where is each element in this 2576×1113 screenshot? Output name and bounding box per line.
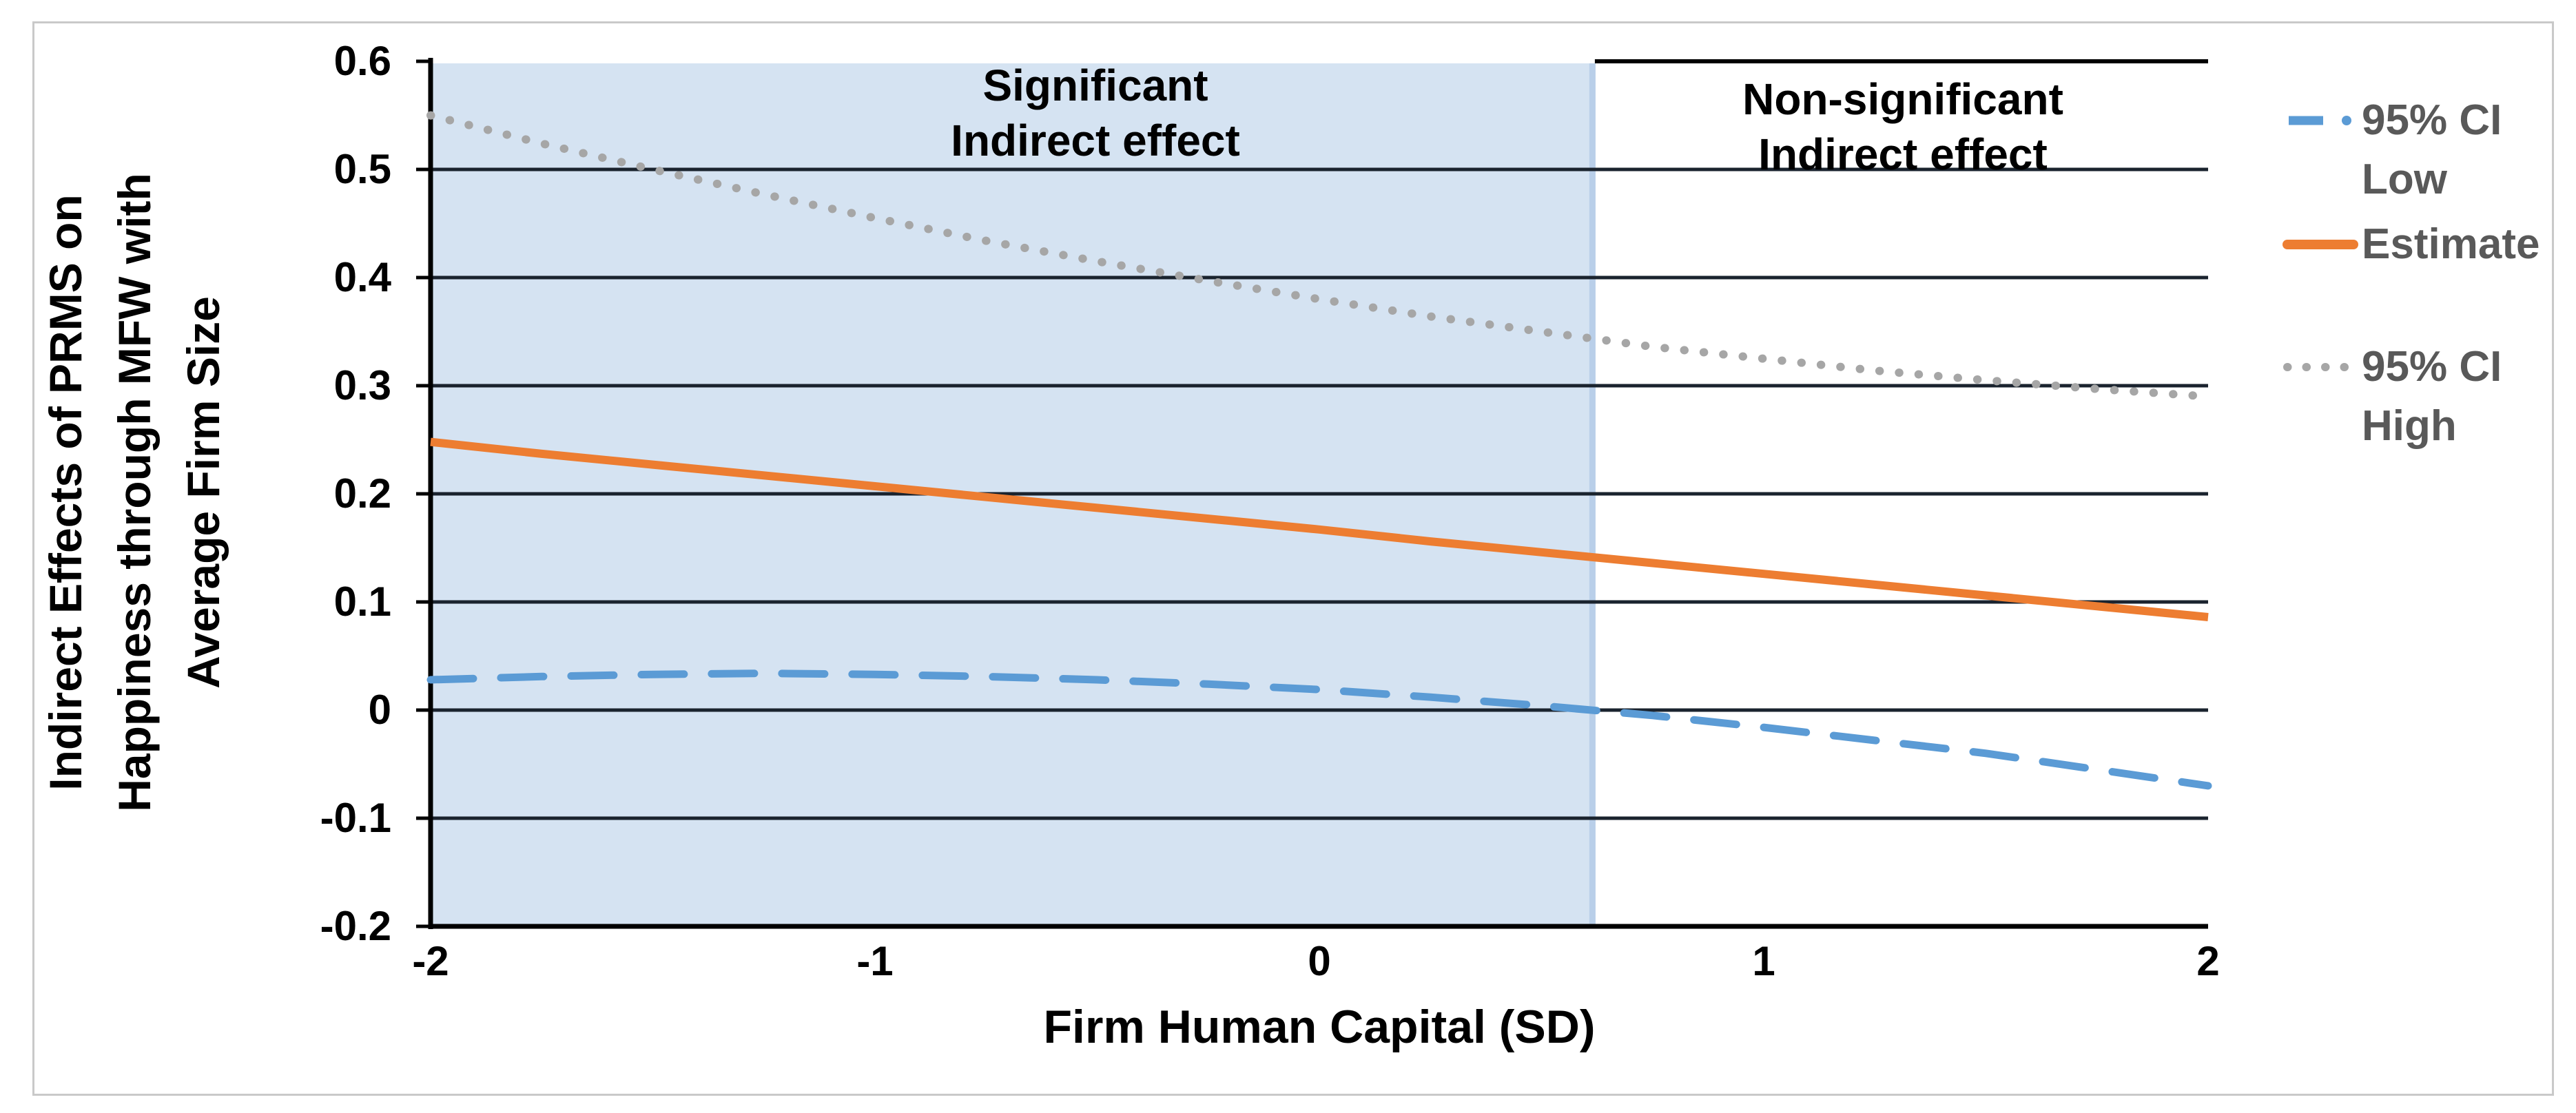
legend-ci-high-line2: High: [2362, 402, 2457, 450]
legend-swatch-dot: [2342, 116, 2351, 125]
non-significant-region-label: Non-significant Indirect effect: [1558, 72, 2247, 182]
y-axis-title-line: Indirect Effects of PRMS on: [40, 194, 91, 791]
significant-label-line2: Indirect effect: [951, 116, 1240, 165]
x-tick-label: 2: [2196, 938, 2220, 984]
gridlines: [431, 59, 2208, 929]
legend-ci-low-line1: 95% CI: [2362, 96, 2502, 144]
non-significant-label-line2: Indirect effect: [1758, 129, 2048, 179]
series-line-95-ci-low: [426, 669, 2212, 790]
non-significant-label-line1: Non-significant: [1742, 74, 2063, 124]
y-axis: [416, 58, 433, 929]
y-axis-title-line: Happiness through MFW with: [109, 173, 160, 812]
legend-ci-low-line2: Low: [2362, 156, 2447, 203]
series-line-estimate: [430, 437, 2209, 621]
y-tick-label: 0.5: [333, 146, 391, 192]
x-tick-label: 0: [1308, 938, 1331, 984]
legend-item-estimate: Estimate: [2362, 215, 2562, 274]
x-axis-title: Firm Human Capital (SD): [1043, 1001, 1596, 1053]
legend-item-ci-high: 95% CI High: [2362, 337, 2562, 456]
legend-estimate-line1: Estimate: [2362, 220, 2540, 268]
data-series: [426, 111, 2212, 790]
legend-swatches: [2283, 116, 2358, 371]
y-tick-label: 0.2: [333, 470, 391, 517]
x-tick-label: -2: [412, 938, 449, 984]
y-axis-title-line: Average Firm Size: [178, 296, 229, 689]
y-tick-label: 0: [368, 687, 391, 733]
y-tick-label: -0.1: [320, 795, 391, 841]
significant-region-label: Significant Indirect effect: [751, 58, 1440, 168]
y-tick-label: 0.4: [333, 254, 391, 300]
y-tick-label: -0.2: [320, 903, 391, 949]
x-tick-label: -1: [856, 938, 894, 984]
figure-border: [32, 21, 2554, 1096]
legend-ci-high-line1: 95% CI: [2362, 343, 2502, 391]
y-tick-label: 0.6: [333, 38, 391, 84]
significant-label-line1: Significant: [982, 61, 1208, 110]
y-tick-label: 0.1: [333, 579, 391, 625]
x-tick-label: 1: [1752, 938, 1775, 984]
y-axis-title: Indirect Effects of PRMS on Happiness th…: [31, 62, 238, 923]
y-tick-label: 0.3: [333, 362, 391, 408]
legend-item-ci-low: 95% CI Low: [2362, 91, 2562, 209]
